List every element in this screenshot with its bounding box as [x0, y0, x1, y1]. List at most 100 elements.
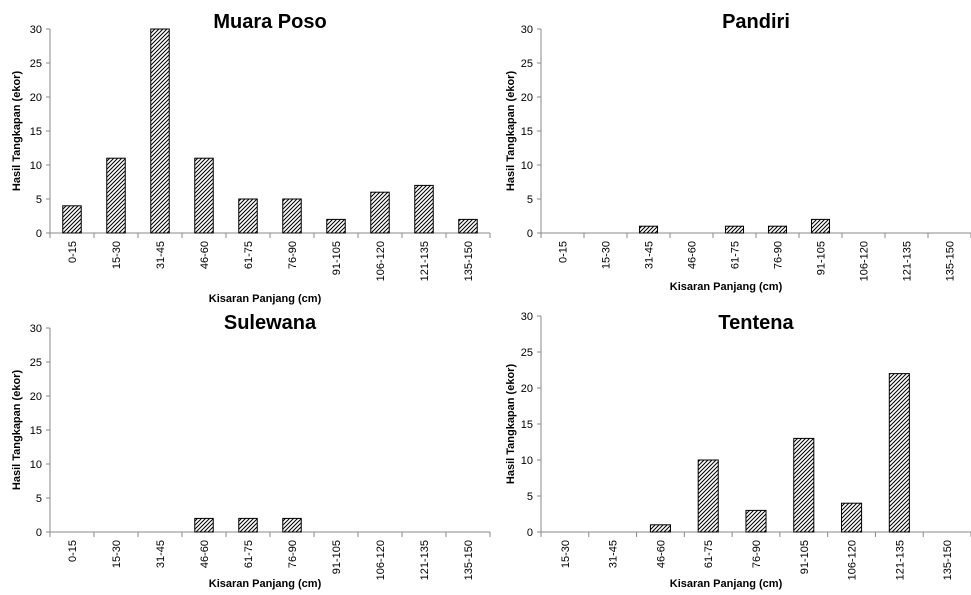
- bar: [810, 218, 831, 234]
- x-tick-label: 31-45: [155, 241, 167, 269]
- bar: [370, 191, 390, 234]
- x-tick-label: 61-75: [703, 540, 715, 568]
- y-tick-label: 25: [521, 58, 533, 70]
- y-tick-label: 30: [30, 24, 42, 36]
- bar: [458, 218, 478, 234]
- y-tick-label: 25: [521, 347, 533, 359]
- x-tick-label: 46-60: [655, 540, 667, 568]
- y-axis-label: Hasil Tangkapan (ekor): [505, 364, 517, 485]
- bar: [150, 28, 170, 234]
- chart-title: Pandiri: [722, 11, 790, 33]
- bar: [638, 225, 659, 234]
- y-tick-label: 5: [36, 194, 42, 206]
- x-tick-label: 135-150: [945, 241, 957, 281]
- x-tick-label: 106-120: [859, 241, 871, 281]
- x-tick-label: 121-135: [419, 241, 431, 281]
- y-tick-label: 20: [521, 92, 533, 104]
- bar: [888, 373, 910, 533]
- bar: [106, 157, 126, 234]
- x-tick-label: 121-135: [419, 540, 431, 580]
- x-tick-label: 135-150: [942, 540, 954, 580]
- y-tick-label: 5: [527, 491, 533, 503]
- x-tick-label: 61-75: [730, 241, 742, 269]
- x-tick-label: 15-30: [560, 540, 572, 568]
- x-tick-label: 106-120: [375, 241, 387, 281]
- y-tick-label: 20: [30, 391, 42, 403]
- y-tick-label: 15: [30, 126, 42, 138]
- x-tick-label: 76-90: [287, 241, 299, 269]
- y-axis-label: Hasil Tangkapan (ekor): [505, 71, 517, 192]
- x-tick-label: 91-105: [799, 540, 811, 574]
- x-tick-label: 91-105: [331, 540, 343, 574]
- chart-panel-4: Tentena 0 5 10 15 20 25 30 15-30 31-45 46-60 61-75 7…: [505, 311, 971, 590]
- y-tick-label: 10: [30, 459, 42, 471]
- x-tick-label: 135-150: [463, 241, 475, 281]
- x-tick-label: 15-30: [111, 241, 123, 269]
- x-tick-label: 15-30: [601, 241, 613, 269]
- x-tick-label: 121-135: [894, 540, 906, 580]
- x-tick-label: 61-75: [243, 540, 255, 568]
- x-tick-label: 0-15: [558, 241, 570, 263]
- bar: [793, 437, 815, 533]
- y-tick-label: 25: [30, 357, 42, 369]
- x-tick-label: 76-90: [773, 241, 785, 269]
- y-tick-label: 10: [521, 455, 533, 467]
- chart-panel-2: Pandiri 0 5 10 15 20 25 30 0-15 15-30 31-45 46-60 61…: [505, 11, 971, 293]
- bar: [194, 517, 214, 533]
- bar: [745, 509, 767, 533]
- x-tick-label: 0-15: [67, 540, 79, 562]
- y-tick-label: 10: [30, 160, 42, 172]
- y-tick-label: 5: [527, 194, 533, 206]
- y-tick-label: 15: [521, 419, 533, 431]
- bar: [841, 502, 863, 533]
- y-tick-label: 25: [30, 58, 42, 70]
- x-tick-label: 106-120: [375, 540, 387, 580]
- x-axis-label: Kisaran Panjang (cm): [209, 578, 322, 590]
- x-tick-label: 31-45: [644, 241, 656, 269]
- x-tick-label: 46-60: [199, 241, 211, 269]
- chart-panel-1: Muara Poso 0 5 10 15 20 25 30 0-15 15-30 31-45 46-6…: [11, 11, 491, 305]
- x-axis-label: Kisaran Panjang (cm): [670, 578, 783, 590]
- bar: [767, 225, 788, 234]
- x-tick-label: 76-90: [751, 540, 763, 568]
- chart-panel-3: Sulewana 0 5 10 15 20 25 30 0-15 15-30 31-45 46-60 6…: [11, 312, 491, 590]
- y-tick-label: 20: [30, 92, 42, 104]
- y-tick-label: 20: [521, 383, 533, 395]
- bar: [414, 184, 434, 234]
- x-axis-label: Kisaran Panjang (cm): [670, 281, 783, 293]
- x-tick-label: 31-45: [608, 540, 620, 568]
- x-tick-label: 46-60: [199, 540, 211, 568]
- bar: [326, 218, 346, 234]
- bar: [62, 205, 82, 234]
- x-tick-label: 91-105: [816, 241, 828, 275]
- x-tick-label: 15-30: [111, 540, 123, 568]
- y-tick-label: 0: [527, 527, 533, 539]
- x-tick-label: 31-45: [155, 540, 167, 568]
- y-tick-label: 0: [36, 527, 42, 539]
- bar: [238, 517, 258, 533]
- y-tick-label: 0: [527, 228, 533, 240]
- x-tick-label: 76-90: [287, 540, 299, 568]
- x-axis-label: Kisaran Panjang (cm): [209, 293, 322, 305]
- bar: [282, 198, 302, 234]
- y-tick-label: 30: [521, 311, 533, 323]
- y-tick-label: 30: [30, 323, 42, 335]
- y-tick-label: 10: [521, 160, 533, 172]
- y-tick-label: 30: [521, 24, 533, 36]
- chart-title: Sulewana: [224, 312, 317, 334]
- x-tick-label: 0-15: [67, 241, 79, 263]
- x-tick-label: 135-150: [463, 540, 475, 580]
- bar: [282, 517, 302, 533]
- chart-title: Tentena: [718, 312, 794, 334]
- y-tick-label: 5: [36, 493, 42, 505]
- x-tick-label: 121-135: [902, 241, 914, 281]
- x-tick-label: 46-60: [687, 241, 699, 269]
- x-tick-label: 91-105: [331, 241, 343, 275]
- bar: [238, 198, 258, 234]
- y-tick-label: 15: [30, 425, 42, 437]
- x-tick-label: 106-120: [847, 540, 859, 580]
- y-tick-label: 0: [36, 228, 42, 240]
- y-tick-label: 15: [521, 126, 533, 138]
- bar: [194, 157, 214, 234]
